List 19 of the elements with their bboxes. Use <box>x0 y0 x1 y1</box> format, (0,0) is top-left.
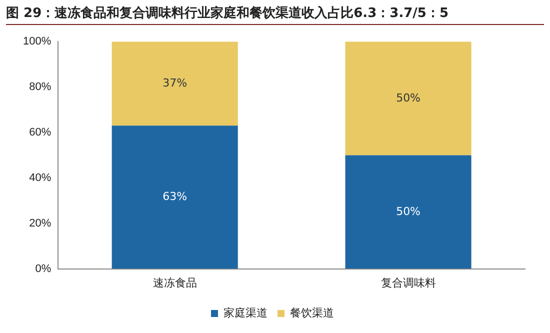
x-tick-label: 复合调味料 <box>380 276 436 290</box>
y-tick-label: 80% <box>29 81 52 94</box>
legend-label: 餐饮渠道 <box>290 306 334 320</box>
bar <box>112 126 238 269</box>
y-tick-label: 20% <box>29 217 52 230</box>
data-label: 63% <box>162 190 188 204</box>
y-tick-label: 100% <box>22 36 52 48</box>
bar <box>345 155 472 269</box>
data-label: 37% <box>162 76 188 90</box>
y-tick-label: 0% <box>35 262 52 275</box>
chart-title: 图 29：速冻食品和复合调味料行业家庭和餐饮渠道收入占比6.3：3.7/5：5 <box>6 4 449 22</box>
bar <box>345 42 472 156</box>
legend-label: 家庭渠道 <box>224 306 268 320</box>
bar <box>112 42 238 126</box>
x-tick-label: 速冻食品 <box>152 276 197 290</box>
y-tick-label: 60% <box>29 126 52 139</box>
data-label: 50% <box>396 204 421 218</box>
data-label: 50% <box>396 91 421 104</box>
y-tick-label: 40% <box>29 172 52 184</box>
